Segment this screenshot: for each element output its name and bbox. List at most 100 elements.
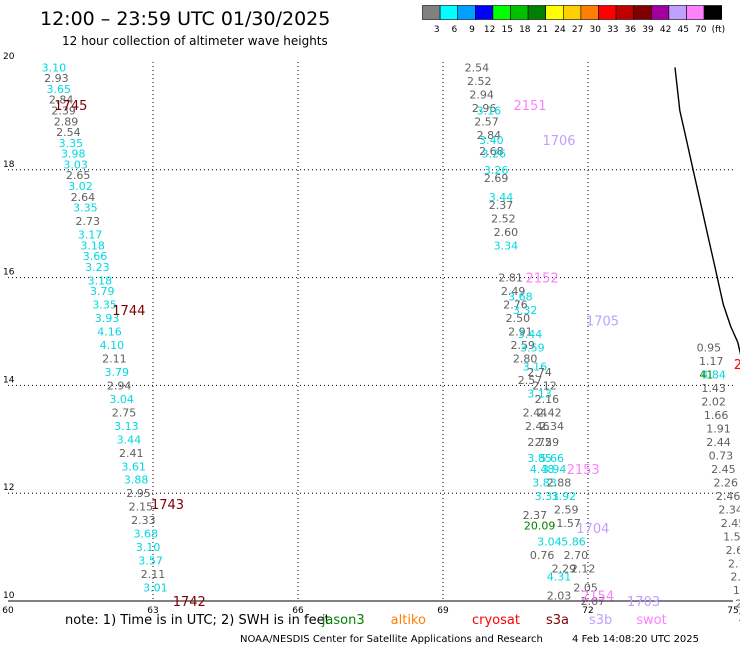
data-point-label: 2.07 xyxy=(581,595,606,608)
data-point-label: 0.76 xyxy=(530,549,555,562)
data-point-label: 41 xyxy=(699,369,713,382)
data-point-label: 3.44 xyxy=(117,433,142,446)
data-point-label: 2.69 xyxy=(484,172,509,185)
data-point-label: 2.42 xyxy=(537,406,562,419)
data-point-label: 2.37 xyxy=(489,199,514,212)
data-point-label: 3.44 xyxy=(518,328,543,341)
data-point-label: 2.03 xyxy=(547,590,572,603)
colorbar-label: 3 xyxy=(434,25,440,35)
data-point-label: 3.04 xyxy=(537,536,562,549)
data-point-label: 3.44 xyxy=(489,191,514,204)
data-point-label: 2.93 xyxy=(44,72,69,85)
page-title: 12:00 – 23:59 UTC 01/30/2025 xyxy=(40,8,331,30)
data-point-label: 1.17 xyxy=(699,355,724,368)
data-point-label: 3.79 xyxy=(105,366,130,379)
data-point-label: 2.34 xyxy=(540,420,565,433)
data-point-label: 3.10 xyxy=(42,61,67,74)
data-point-label: 2.29 xyxy=(552,563,577,576)
data-point-label: 3.66 xyxy=(83,250,108,263)
data-point-label: 3.35 xyxy=(73,202,98,215)
data-point-label: 1.57 xyxy=(723,530,740,543)
data-point-label: 2.70 xyxy=(564,549,589,562)
colorbar-label: (ft) xyxy=(712,25,726,35)
data-point-label: 4.48 xyxy=(530,463,555,476)
data-point-label: 3.18 xyxy=(80,239,105,252)
colorbar-label: 12 xyxy=(484,25,495,35)
data-point-label: 2.45 xyxy=(711,463,736,476)
data-point-label: 2.50 xyxy=(506,312,531,325)
data-point-label: 3.88 xyxy=(124,474,149,487)
y-tick-label: 10 xyxy=(3,591,15,601)
track-time-label: 2151 xyxy=(513,99,546,114)
data-point-label: 3.57 xyxy=(138,555,163,568)
data-point-label: 2.52 xyxy=(467,75,492,88)
data-point-label: 3.83 xyxy=(532,476,557,489)
data-point-label: 2.88 xyxy=(547,476,572,489)
satellite-legend-s3b: s3b xyxy=(588,613,613,628)
track-time-label: 1705 xyxy=(586,315,619,330)
data-point-label: 1.43 xyxy=(701,382,726,395)
data-point-label: 2.33 xyxy=(131,514,156,527)
data-point-label: 3.61 xyxy=(121,460,146,473)
data-point-label: 0.95 xyxy=(697,342,722,355)
colorbar-label: 27 xyxy=(572,25,583,35)
x-tick-label: 60 xyxy=(2,606,14,616)
data-point-label: 2.16 xyxy=(535,393,560,406)
data-point-label: 2.02 xyxy=(701,396,726,409)
data-point-label: 3.16 xyxy=(477,105,502,118)
satellite-legend-cryosat: cryosat xyxy=(471,613,520,628)
data-point-label: 20.09 xyxy=(524,520,556,533)
track-time-label: 2152 xyxy=(526,272,559,287)
data-point-label: 2.89 xyxy=(54,115,79,128)
data-point-label: 4.31 xyxy=(547,571,572,584)
data-point-label: 2.65 xyxy=(66,169,91,182)
x-tick-label: 66 xyxy=(292,606,304,616)
data-point-label: 2.73 xyxy=(76,215,101,228)
colorbar-label: 33 xyxy=(607,25,618,35)
track-time-label: 2154 xyxy=(581,590,614,605)
data-point-label: 3.32 xyxy=(513,304,538,317)
data-point-label: 2.59 xyxy=(554,503,579,516)
data-point-label: 2.03 xyxy=(730,571,740,584)
data-point-label: 2.59 xyxy=(535,436,560,449)
colorbar-swatch xyxy=(703,5,723,20)
footer-timestamp: 4 Feb 14:08:20 UTC 2025 xyxy=(572,634,700,645)
track-time-label: 1743 xyxy=(151,498,184,513)
data-point-label: 2.68 xyxy=(479,145,504,158)
data-point-label: 3.31 xyxy=(535,490,560,503)
data-point-label: 3.10 xyxy=(136,541,161,554)
data-point-label: 3.16 xyxy=(523,361,548,374)
data-point-label: 3.65 xyxy=(47,83,72,96)
x-tick-label: 75 xyxy=(727,606,738,616)
colorbar-label: 39 xyxy=(642,25,654,35)
data-point-label: 2.15 xyxy=(129,501,154,514)
satellite-legend-jason3: jason3 xyxy=(321,613,365,628)
colorbar-label: 9 xyxy=(469,25,475,35)
data-point-label: 2.60 xyxy=(494,226,519,239)
data-point-label: 2.76 xyxy=(503,299,528,312)
data-point-label: 2.49 xyxy=(501,285,526,298)
data-point-label: 2.45 xyxy=(721,517,740,530)
data-point-label: 3.17 xyxy=(78,228,103,241)
track-time-label: 1703 xyxy=(627,595,660,610)
data-point-label: 2.72 xyxy=(527,436,552,449)
data-point-label: 2.16 xyxy=(735,598,740,611)
y-tick-label: 18 xyxy=(3,160,15,170)
data-point-label: 3.13 xyxy=(114,420,139,433)
y-tick-label: 16 xyxy=(3,268,15,278)
data-point-label: 2.57 xyxy=(518,374,543,387)
data-point-label: 1.57 xyxy=(556,517,581,530)
data-point-label: 4.84 xyxy=(701,369,726,382)
satellite-legend-swot: swot xyxy=(636,613,667,628)
data-point-label: 3.68 xyxy=(134,528,159,541)
track-time-label: 1745 xyxy=(54,99,87,114)
track-time-label: 1742 xyxy=(173,595,206,610)
track-time-label: 2153 xyxy=(567,463,600,478)
colorbar-label: 45 xyxy=(677,25,688,35)
track-time-label: 1706 xyxy=(542,134,575,149)
colorbar-label: 6 xyxy=(452,25,458,35)
data-point-label: 2.46 xyxy=(716,490,740,503)
x-tick-label: 72 xyxy=(582,606,593,616)
data-point-label: 2.84 xyxy=(49,94,74,107)
